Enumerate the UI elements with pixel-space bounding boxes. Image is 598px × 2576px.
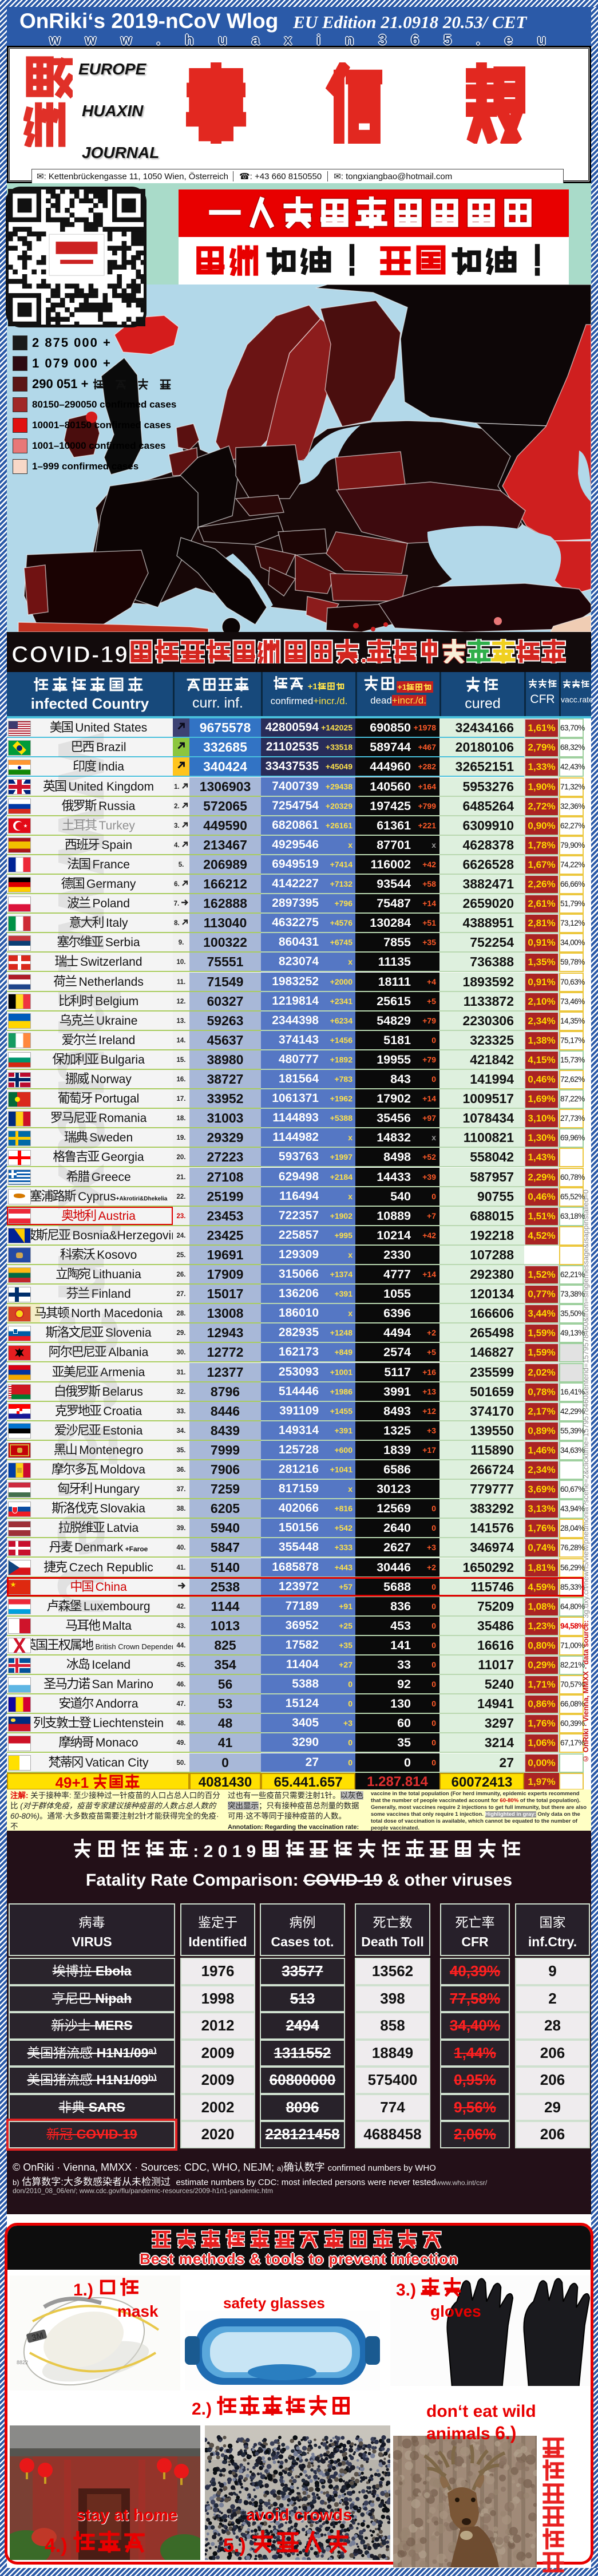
svg-text:3M: 3M [30,2330,45,2343]
svg-text:8822: 8822 [17,2360,28,2365]
